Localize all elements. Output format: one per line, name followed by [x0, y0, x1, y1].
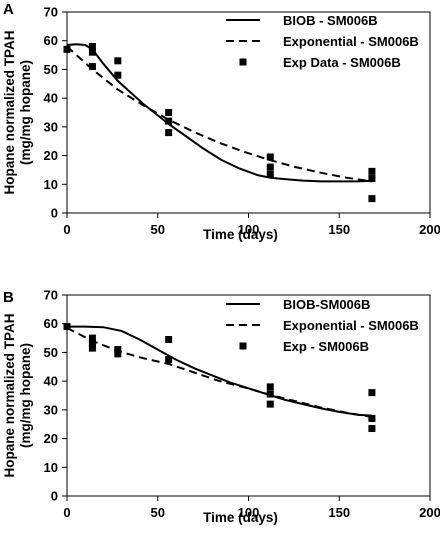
- data-point: [165, 129, 173, 137]
- x-tick-label: 0: [63, 505, 70, 520]
- panel-label: B: [3, 289, 14, 306]
- legend-label: Exp Data - SM006B: [283, 55, 401, 70]
- x-tick-label: 150: [328, 505, 350, 520]
- data-point: [114, 346, 122, 354]
- y-tick-label: 40: [44, 374, 58, 389]
- x-tick-label: 150: [328, 222, 350, 237]
- y-tick-label: 30: [44, 119, 58, 134]
- y-axis-title-units: (mg/mg hopane): [18, 343, 33, 448]
- data-point: [88, 344, 96, 352]
- data-point: [88, 334, 96, 342]
- legend-label: Exponential - SM006B: [283, 34, 419, 49]
- data-point: [88, 340, 96, 348]
- legend-label: BIOB-SM006B: [283, 297, 370, 312]
- data-point: [368, 414, 376, 422]
- y-tick-label: 30: [44, 402, 58, 417]
- data-point: [114, 71, 122, 79]
- data-point: [165, 356, 173, 364]
- data-point: [368, 389, 376, 397]
- y-tick-label: 10: [44, 460, 58, 475]
- y-tick-label: 60: [44, 316, 58, 331]
- data-point: [165, 336, 173, 344]
- series-line-biob: [67, 325, 372, 417]
- x-tick-label: 200: [419, 222, 440, 237]
- data-point: [88, 48, 96, 56]
- y-tick-label: 20: [44, 148, 58, 163]
- series-line-biob: [66, 43, 372, 183]
- y-tick-label: 50: [44, 345, 58, 360]
- y-tick-label: 40: [44, 91, 58, 106]
- data-point: [63, 323, 71, 331]
- data-point: [368, 167, 376, 175]
- data-point: [368, 425, 376, 433]
- y-tick-label: 70: [44, 288, 58, 303]
- data-point: [165, 117, 173, 125]
- x-tick-label: 0: [63, 222, 70, 237]
- y-axis-title-units: (mg/mg hopane): [18, 60, 33, 165]
- y-tick-label: 70: [44, 5, 58, 20]
- x-tick-label: 50: [151, 505, 165, 520]
- y-tick-label: 50: [44, 62, 58, 77]
- y-tick-label: 10: [44, 177, 58, 192]
- data-point: [368, 195, 376, 203]
- x-axis-title: Time (days): [203, 510, 278, 525]
- x-tick-label: 100: [238, 505, 260, 520]
- y-axis-title: Hopane normalized TPAH: [2, 313, 17, 477]
- data-point: [266, 390, 274, 398]
- legend-label: Exponential - SM006B: [283, 318, 419, 333]
- x-axis-title: Time (days): [203, 227, 278, 242]
- y-tick-label: 60: [44, 33, 58, 48]
- data-point: [266, 170, 274, 178]
- legend-marker: [239, 58, 247, 66]
- data-point: [266, 153, 274, 161]
- data-point: [165, 109, 173, 116]
- data-point: [88, 42, 96, 50]
- data-point: [88, 63, 96, 71]
- y-tick-label: 0: [51, 489, 58, 504]
- legend-marker: [239, 342, 247, 350]
- y-axis-title: Hopane normalized TPAH: [2, 30, 17, 194]
- data-point: [266, 400, 274, 408]
- y-tick-label: 20: [44, 431, 58, 446]
- chart-panel-b: B 0 10 20 30 40 50 60 70 0 50 100 150 200 Time (days) H…: [2, 288, 440, 526]
- data-point: [114, 350, 122, 358]
- data-point: [114, 57, 122, 65]
- legend-label: Exp - SM006B: [283, 339, 369, 354]
- x-tick-label: 200: [419, 505, 440, 520]
- x-tick-label: 50: [151, 222, 165, 237]
- data-point: [368, 175, 376, 183]
- chart-panel-a: A 0 10 20 30 40 50 60 70 0 50 100 150 200 Time (days) H…: [2, 1, 440, 242]
- x-tick-label: 100: [238, 222, 260, 237]
- y-tick-label: 0: [51, 206, 58, 221]
- data-point: [266, 163, 274, 171]
- series-line-exponential: [66, 45, 373, 183]
- panel-label: A: [3, 1, 14, 18]
- data-point: [63, 45, 71, 53]
- data-point: [266, 383, 274, 391]
- legend-label: BIOB - SM006B: [283, 13, 378, 28]
